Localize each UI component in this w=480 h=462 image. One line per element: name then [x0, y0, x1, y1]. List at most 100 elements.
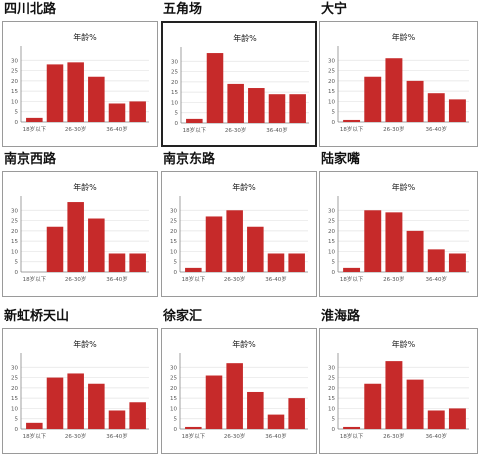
bar [364, 76, 382, 122]
y-tick-label: 20 [11, 79, 18, 85]
y-tick-label: 25 [11, 376, 18, 382]
x-tick-label: 26-30岁 [383, 432, 404, 440]
y-tick-label: 5 [175, 111, 179, 117]
y-tick-label: 20 [11, 386, 18, 392]
y-tick-label: 0 [15, 427, 19, 433]
bar [427, 410, 445, 429]
bar [129, 101, 146, 122]
chart-title: 年龄% [232, 182, 256, 192]
x-tick-label: 26-30岁 [383, 275, 404, 283]
x-tick-label: 36-40岁 [106, 275, 127, 283]
bar [427, 93, 445, 122]
y-tick-label: 30 [170, 208, 177, 214]
bar [226, 210, 243, 272]
y-tick-label: 5 [332, 110, 336, 116]
chart-panel: 年龄% 0 5 10 15 20 25 30 18岁以下 26-30岁 36-40岁 [2, 328, 158, 454]
y-tick-label: 30 [328, 58, 335, 64]
bar [288, 253, 305, 272]
chart-title: 年龄% [233, 33, 257, 43]
x-tick-label: 26-30岁 [224, 275, 245, 283]
y-tick-label: 5 [332, 417, 336, 423]
chart-panel: 年龄% 0 5 10 15 20 25 30 18岁以下 26-30岁 36-40岁 [161, 328, 317, 454]
bar [343, 119, 361, 122]
y-tick-label: 30 [11, 58, 18, 64]
y-tick-label: 15 [328, 239, 335, 245]
y-tick-label: 10 [170, 406, 177, 412]
chart-panel: 年龄% 0 5 10 15 20 25 30 18岁以下 26-30岁 36-40岁 [2, 21, 158, 147]
bar [205, 375, 223, 429]
x-tick-label: 36-40岁 [426, 125, 447, 133]
bar [427, 249, 445, 272]
x-tick-label: 36-40岁 [426, 275, 447, 283]
y-tick-label: 20 [170, 229, 177, 235]
y-tick-label: 10 [328, 406, 335, 412]
y-tick-label: 10 [171, 100, 178, 106]
district-name: 南京东路 [163, 152, 216, 167]
chart-title: 年龄% [392, 339, 416, 349]
y-tick-label: 15 [170, 396, 177, 402]
chart-cell: 新虹桥天山 年龄% 0 5 10 15 20 25 30 18岁以下 26-30岁 36-40岁 [2, 309, 158, 454]
bar [268, 94, 286, 123]
bar [88, 76, 105, 122]
y-tick-label: 20 [328, 229, 335, 235]
chart-title: 年龄% [392, 32, 416, 42]
bar [129, 253, 146, 272]
y-tick-label: 10 [170, 249, 177, 255]
bar [26, 117, 43, 122]
y-tick-label: 0 [175, 121, 179, 127]
chart-cell: 五角场 年龄% 0 5 10 15 20 25 30 18岁以下 26-30岁 36-40岁 [161, 2, 317, 147]
district-name: 四川北路 [4, 2, 57, 17]
y-tick-label: 0 [174, 427, 178, 433]
y-tick-label: 15 [11, 396, 18, 402]
y-tick-label: 25 [328, 69, 335, 75]
bar [406, 379, 424, 429]
bar [205, 216, 223, 272]
y-tick-label: 30 [11, 208, 18, 214]
y-tick-label: 15 [11, 89, 18, 95]
y-tick-label: 25 [170, 376, 177, 382]
y-tick-label: 30 [171, 59, 178, 65]
chart-title: 年龄% [73, 32, 97, 42]
bar [67, 62, 84, 122]
bar [46, 377, 64, 429]
chart-cell: 南京东路 年龄% 0 5 10 15 20 25 30 18岁以下 26-30岁 36-40岁 [161, 152, 317, 297]
x-tick-label: 36-40岁 [265, 275, 286, 283]
bar [406, 230, 424, 272]
x-tick-label: 18岁以下 [340, 432, 364, 440]
y-tick-label: 30 [328, 365, 335, 371]
y-tick-label: 5 [332, 260, 336, 266]
bar [288, 398, 305, 429]
chart-panel: 年龄% 0 5 10 15 20 25 30 18岁以下 26-30岁 36-40岁 [319, 171, 478, 297]
y-tick-label: 20 [328, 79, 335, 85]
y-tick-label: 10 [11, 99, 18, 105]
bar [267, 253, 285, 272]
x-tick-label: 18岁以下 [182, 432, 206, 440]
chart-title: 年龄% [73, 182, 97, 192]
bar [46, 64, 64, 122]
y-tick-label: 20 [328, 386, 335, 392]
bar [385, 212, 403, 272]
bar-chart: 年龄% 0 5 10 15 20 25 30 18岁以下 26-30岁 36-40岁 [170, 339, 308, 440]
bar [267, 414, 285, 429]
chart-title: 年龄% [232, 339, 256, 349]
bar [385, 361, 403, 429]
bar [448, 408, 466, 429]
bar [343, 426, 361, 429]
y-tick-label: 25 [328, 219, 335, 225]
y-tick-label: 5 [174, 417, 178, 423]
bar [343, 267, 361, 272]
bar [247, 226, 264, 272]
x-tick-label: 26-30岁 [224, 432, 245, 440]
bar-chart: 年龄% 0 5 10 15 20 25 30 18岁以下 26-30岁 36-40岁 [11, 182, 149, 283]
y-tick-label: 0 [15, 270, 19, 276]
chart-title: 年龄% [392, 182, 416, 192]
x-tick-label: 26-30岁 [65, 125, 86, 133]
bar [46, 226, 64, 272]
y-tick-label: 0 [332, 270, 336, 276]
y-tick-label: 20 [171, 80, 178, 86]
bar [185, 426, 202, 429]
chart-panel: 年龄% 0 5 10 15 20 25 30 18岁以下 26-30岁 36-40岁 [2, 171, 158, 297]
x-tick-label: 26-30岁 [65, 275, 86, 283]
bar [227, 83, 244, 123]
y-tick-label: 10 [328, 99, 335, 105]
